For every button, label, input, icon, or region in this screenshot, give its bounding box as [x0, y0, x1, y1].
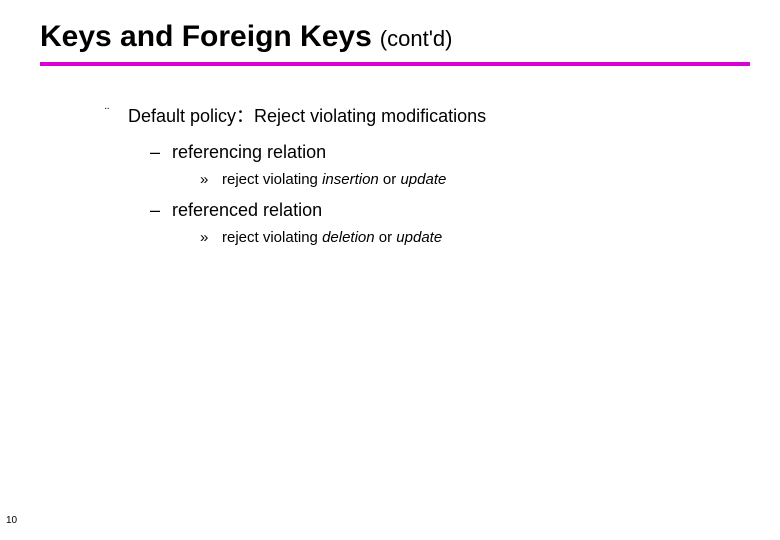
bullet-level3: » reject violating deletion or update: [200, 229, 750, 246]
slide-title: Keys and Foreign Keys: [40, 20, 372, 54]
title-underline: [40, 62, 750, 66]
page-number: 10: [6, 515, 17, 526]
bullet-mark-icon: ¨: [100, 102, 114, 128]
bullet-text: reject violating deletion or update: [222, 229, 442, 246]
bullet-text: reject violating insertion or update: [222, 171, 446, 188]
bullet-level2: – referencing relation: [150, 142, 750, 163]
title-row: Keys and Foreign Keys (cont'd): [40, 20, 750, 54]
bullet-text: referenced relation: [172, 200, 322, 221]
bullet-level2: – referenced relation: [150, 200, 750, 221]
slide-title-suffix: (cont'd): [380, 26, 453, 52]
slide-body: ¨ Default policy：Reject violating modifi…: [40, 102, 750, 246]
slide: Keys and Foreign Keys (cont'd) ¨ Default…: [0, 0, 780, 540]
bullet-text: referencing relation: [172, 142, 326, 163]
raquo-icon: »: [200, 171, 214, 188]
bullet-text: Default policy：Reject violating modifica…: [128, 102, 750, 128]
dash-icon: –: [150, 200, 162, 221]
bullet-level3: » reject violating insertion or update: [200, 171, 750, 188]
raquo-icon: »: [200, 229, 214, 246]
dash-icon: –: [150, 142, 162, 163]
bullet-level1: ¨ Default policy：Reject violating modifi…: [100, 102, 750, 128]
